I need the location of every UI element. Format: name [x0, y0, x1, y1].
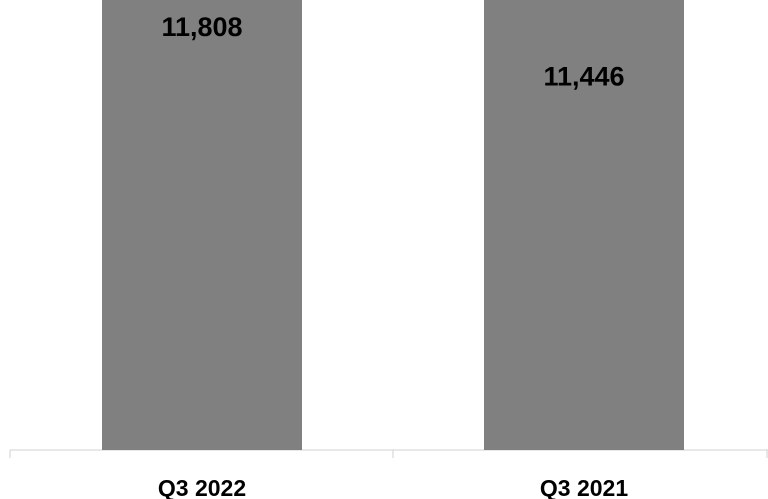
total-label: 11,808	[161, 12, 242, 42]
total-label: 11,446	[543, 62, 624, 92]
x-tick-label: Q3 2022	[158, 475, 246, 499]
bar-segment	[102, 0, 302, 450]
bar-segment	[484, 0, 684, 450]
x-tick-label: Q3 2021	[540, 475, 628, 499]
